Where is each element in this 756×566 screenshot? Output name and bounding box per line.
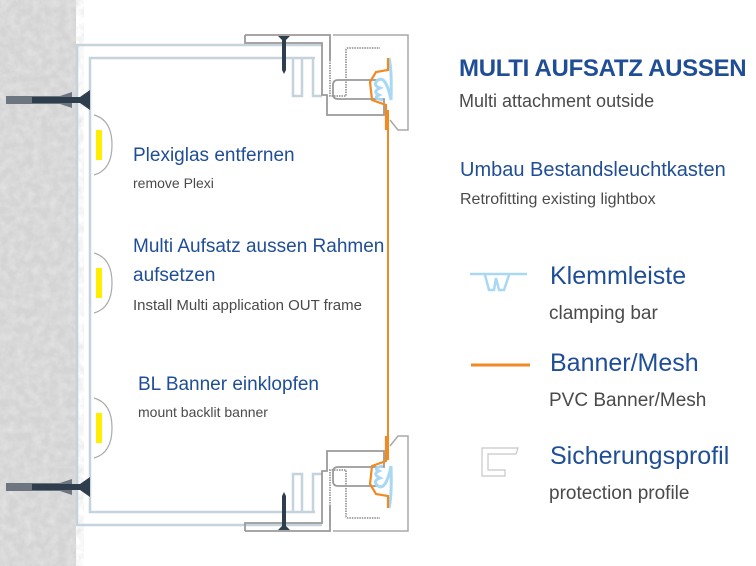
step-1-caption: remove Plexi: [133, 175, 214, 191]
bottom-profile: [243, 434, 410, 533]
legend-banner-caption: PVC Banner/Mesh: [549, 390, 707, 411]
legend-protection-profile-label: Sicherungsprofil: [550, 442, 730, 470]
wall-anchor-screw-top: [6, 90, 90, 110]
step-3-heading: BL Banner einklopfen: [138, 374, 319, 395]
top-profile: [243, 33, 410, 132]
clamping-bar-icon: [470, 272, 527, 292]
step-2-heading: Multi Aufsatz aussen Rahmen: [133, 236, 385, 257]
led-modules: [93, 114, 113, 459]
frame-screw-top: [278, 36, 290, 74]
wall-anchor-screw-bottom: [6, 477, 90, 497]
legend-banner-label: Banner/Mesh: [550, 349, 699, 377]
wall: [0, 0, 76, 566]
lightbox-frame: [75, 43, 322, 527]
led-module: [93, 397, 113, 459]
page-subtitle: Multi attachment outside: [459, 91, 655, 111]
legend-clamping-bar-caption: clamping bar: [549, 303, 658, 324]
frame-screw-bottom: [278, 492, 290, 530]
led-module: [93, 252, 113, 314]
context-subheading: Retrofitting existing lightbox: [460, 191, 656, 208]
led-module: [93, 114, 113, 176]
protection-profile-icon: [481, 447, 519, 477]
step-3-caption: mount backlit banner: [138, 404, 268, 420]
step-1-heading: Plexiglas entfernen: [133, 145, 295, 166]
step-2-heading-line2: aufsetzen: [133, 265, 216, 286]
legend-clamping-bar-label: Klemmleiste: [550, 262, 687, 290]
legend-protection-profile-caption: protection profile: [549, 483, 690, 504]
step-2-caption: Install Multi application OUT frame: [133, 297, 362, 314]
page-title: MULTI AUFSATZ AUSSEN: [459, 55, 747, 82]
context-heading: Umbau Bestandsleuchtkasten: [460, 159, 726, 181]
